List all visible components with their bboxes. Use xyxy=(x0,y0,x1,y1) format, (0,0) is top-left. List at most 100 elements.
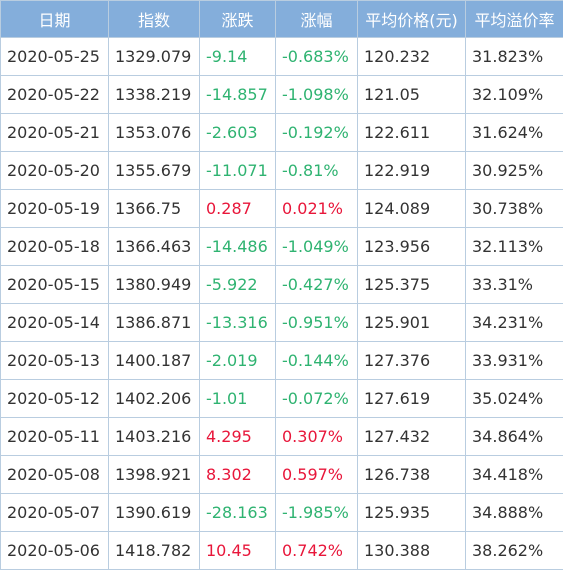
cell-change-percent: 0.742% xyxy=(275,531,358,570)
cell-index: 1418.782 xyxy=(108,531,200,570)
cell-average-premium: 33.31% xyxy=(465,265,563,304)
table-row: 2020-05-18 1366.463 -14.486 -1.049% 123.956 3… xyxy=(0,227,563,266)
cell-average-premium: 31.624% xyxy=(465,113,563,152)
cell-average-premium: 33.931% xyxy=(465,341,563,380)
cell-change: 0.287 xyxy=(199,189,276,228)
cell-date: 2020-05-25 xyxy=(0,37,109,76)
cell-average-price: 122.919 xyxy=(357,151,466,190)
cell-index: 1353.076 xyxy=(108,113,200,152)
cell-average-premium: 32.109% xyxy=(465,75,563,114)
table-row: 2020-05-15 1380.949 -5.922 -0.427% 125.375 33… xyxy=(0,265,563,304)
cell-change: -2.603 xyxy=(199,113,276,152)
table-row: 2020-05-25 1329.079 -9.14 -0.683% 120.232 31.… xyxy=(0,37,563,76)
table-row: 2020-05-08 1398.921 8.302 0.597% 126.738 34.4… xyxy=(0,455,563,494)
cell-average-premium: 34.888% xyxy=(465,493,563,532)
cell-date: 2020-05-18 xyxy=(0,227,109,266)
cell-change-percent: -0.951% xyxy=(275,303,358,342)
cell-change: -9.14 xyxy=(199,37,276,76)
cell-average-premium: 38.262% xyxy=(465,531,563,570)
cell-index: 1338.219 xyxy=(108,75,200,114)
cell-average-price: 124.089 xyxy=(357,189,466,228)
table-row: 2020-05-22 1338.219 -14.857 -1.098% 121.05 32… xyxy=(0,75,563,114)
table-row: 2020-05-11 1403.216 4.295 0.307% 127.432 34.8… xyxy=(0,417,563,456)
header-average-price: 平均价格(元) xyxy=(357,0,466,38)
header-average-premium: 平均溢价率 xyxy=(465,0,563,38)
cell-average-price: 120.232 xyxy=(357,37,466,76)
cell-change-percent: -1.049% xyxy=(275,227,358,266)
cell-date: 2020-05-07 xyxy=(0,493,109,532)
header-row: 日期 指数 涨跌 涨幅 平均价格(元) 平均溢价率 xyxy=(0,0,563,38)
cell-date: 2020-05-06 xyxy=(0,531,109,570)
header-index: 指数 xyxy=(108,0,200,38)
cell-date: 2020-05-20 xyxy=(0,151,109,190)
cell-date: 2020-05-19 xyxy=(0,189,109,228)
cell-change-percent: -0.427% xyxy=(275,265,358,304)
cell-index: 1329.079 xyxy=(108,37,200,76)
cell-change: -11.071 xyxy=(199,151,276,190)
cell-change-percent: -1.985% xyxy=(275,493,358,532)
cell-average-price: 125.375 xyxy=(357,265,466,304)
cell-date: 2020-05-22 xyxy=(0,75,109,114)
cell-average-premium: 30.925% xyxy=(465,151,563,190)
cell-average-price: 127.432 xyxy=(357,417,466,456)
cell-change: -28.163 xyxy=(199,493,276,532)
cell-average-price: 130.388 xyxy=(357,531,466,570)
cell-date: 2020-05-11 xyxy=(0,417,109,456)
cell-change: -13.316 xyxy=(199,303,276,342)
cell-change-percent: 0.307% xyxy=(275,417,358,456)
cell-average-price: 127.376 xyxy=(357,341,466,380)
cell-date: 2020-05-12 xyxy=(0,379,109,418)
cell-average-price: 125.935 xyxy=(357,493,466,532)
table-row: 2020-05-14 1386.871 -13.316 -0.951% 125.901 3… xyxy=(0,303,563,342)
cell-average-premium: 30.738% xyxy=(465,189,563,228)
cell-change: 10.45 xyxy=(199,531,276,570)
cell-average-price: 127.619 xyxy=(357,379,466,418)
cell-index: 1400.187 xyxy=(108,341,200,380)
header-change-percent: 涨幅 xyxy=(275,0,358,38)
table-row: 2020-05-06 1418.782 10.45 0.742% 130.388 38.2… xyxy=(0,531,563,570)
cell-change-percent: -0.81% xyxy=(275,151,358,190)
cell-change-percent: -0.144% xyxy=(275,341,358,380)
cell-average-price: 126.738 xyxy=(357,455,466,494)
cell-change: 8.302 xyxy=(199,455,276,494)
cell-index: 1366.463 xyxy=(108,227,200,266)
cell-index: 1403.216 xyxy=(108,417,200,456)
cell-change-percent: -0.192% xyxy=(275,113,358,152)
cell-index: 1386.871 xyxy=(108,303,200,342)
cell-change: -14.486 xyxy=(199,227,276,266)
table-row: 2020-05-12 1402.206 -1.01 -0.072% 127.619 35.… xyxy=(0,379,563,418)
cell-change-percent: 0.021% xyxy=(275,189,358,228)
cell-average-premium: 34.864% xyxy=(465,417,563,456)
cell-change-percent: 0.597% xyxy=(275,455,358,494)
cell-change: -14.857 xyxy=(199,75,276,114)
cell-average-premium: 32.113% xyxy=(465,227,563,266)
cell-date: 2020-05-13 xyxy=(0,341,109,380)
cell-date: 2020-05-15 xyxy=(0,265,109,304)
cell-change-percent: -1.098% xyxy=(275,75,358,114)
cell-change: -1.01 xyxy=(199,379,276,418)
cell-average-premium: 31.823% xyxy=(465,37,563,76)
table-body: 2020-05-25 1329.079 -9.14 -0.683% 120.232 31.… xyxy=(0,37,563,570)
table-header: 日期 指数 涨跌 涨幅 平均价格(元) 平均溢价率 xyxy=(0,0,563,38)
table-row: 2020-05-13 1400.187 -2.019 -0.144% 127.376 33… xyxy=(0,341,563,380)
cell-average-premium: 34.231% xyxy=(465,303,563,342)
cell-change: -5.922 xyxy=(199,265,276,304)
table-row: 2020-05-20 1355.679 -11.071 -0.81% 122.919 30… xyxy=(0,151,563,190)
cell-index: 1398.921 xyxy=(108,455,200,494)
cell-index: 1380.949 xyxy=(108,265,200,304)
cell-average-price: 121.05 xyxy=(357,75,466,114)
cell-change-percent: -0.683% xyxy=(275,37,358,76)
cell-change: -2.019 xyxy=(199,341,276,380)
cell-average-price: 125.901 xyxy=(357,303,466,342)
cell-date: 2020-05-14 xyxy=(0,303,109,342)
cell-change-percent: -0.072% xyxy=(275,379,358,418)
cell-index: 1355.679 xyxy=(108,151,200,190)
cell-change: 4.295 xyxy=(199,417,276,456)
header-change: 涨跌 xyxy=(199,0,276,38)
table-row: 2020-05-21 1353.076 -2.603 -0.192% 122.611 31… xyxy=(0,113,563,152)
cell-average-premium: 34.418% xyxy=(465,455,563,494)
cell-index: 1390.619 xyxy=(108,493,200,532)
cell-average-price: 123.956 xyxy=(357,227,466,266)
cell-index: 1366.75 xyxy=(108,189,200,228)
